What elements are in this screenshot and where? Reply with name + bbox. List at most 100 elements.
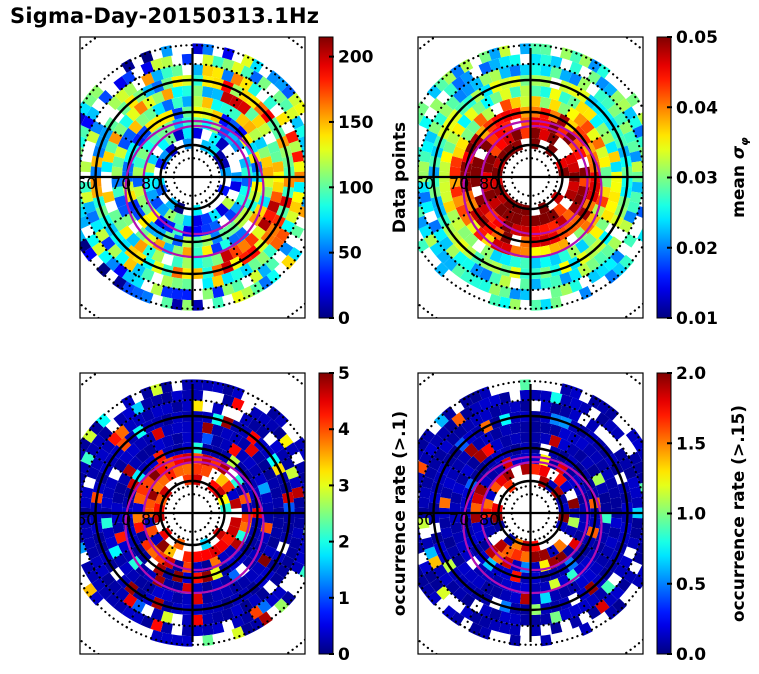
heatmap-cell — [625, 428, 641, 444]
auroral-oval-outer — [124, 455, 265, 595]
heatmap-cell — [463, 232, 479, 248]
colorbar-tick-label: 200 — [338, 48, 374, 68]
heatmap-cell — [220, 249, 234, 264]
heatmap-cell — [217, 493, 231, 506]
heatmap-cell — [181, 635, 193, 647]
heatmap-cell — [201, 96, 214, 109]
heatmap-cell — [231, 290, 245, 304]
heatmap-cell — [549, 66, 563, 80]
heatmap-cell — [530, 432, 542, 444]
latitude-label: 80 — [479, 174, 499, 193]
heatmap-cell — [257, 599, 272, 614]
heatmap-cells — [418, 43, 643, 311]
heatmap-cell — [440, 486, 453, 499]
heatmap-cell — [618, 456, 633, 471]
heatmap-cell — [484, 467, 499, 482]
heatmap-cell — [160, 274, 174, 288]
heatmap-cell — [235, 112, 250, 128]
heatmap-cell — [294, 124, 305, 139]
colorbar-label: occurrence rate (>.1) — [390, 411, 410, 616]
heatmap-cell — [242, 119, 257, 135]
heatmap-cell — [291, 150, 304, 163]
heatmap-cell — [519, 96, 531, 108]
heatmap-cell — [143, 517, 156, 529]
heatmap-cell — [555, 550, 570, 565]
heatmap-cell — [519, 432, 531, 444]
heatmap-cell — [468, 610, 483, 625]
heatmap-cell — [114, 250, 130, 266]
heatmap-cell — [553, 473, 568, 487]
heatmap-cell — [257, 122, 272, 137]
heatmap-cell — [632, 460, 643, 475]
heatmap-cell — [181, 400, 193, 412]
heatmap-cell — [434, 262, 449, 278]
heatmap-cell — [579, 166, 591, 177]
heatmap-cell — [211, 610, 225, 624]
colorbar-tick-label: 5 — [338, 364, 350, 384]
heatmap-cell — [140, 61, 154, 75]
colorbar-tick-label: 0.05 — [676, 28, 718, 48]
heatmap-cell — [520, 127, 531, 139]
heatmap-cell — [140, 408, 155, 423]
heatmap-cell — [575, 100, 590, 115]
heatmap-cell — [519, 582, 531, 594]
heatmap-cell — [600, 209, 615, 223]
heatmap-cell — [450, 64, 465, 79]
heatmap-cell — [558, 249, 572, 264]
heatmap-cell — [83, 201, 97, 214]
heatmap-cell — [471, 575, 486, 590]
plot-area: 60 70 80 — [418, 373, 643, 654]
heatmap-cell — [135, 112, 150, 128]
heatmap-cell — [299, 565, 305, 578]
heatmap-cell — [111, 513, 123, 524]
heatmap-cell — [509, 54, 521, 67]
heatmap-cell — [579, 513, 591, 524]
heatmap-cell — [125, 106, 141, 122]
heatmap-cell — [140, 397, 154, 411]
heatmap-cell — [281, 254, 297, 270]
dotted-meridian — [80, 525, 170, 580]
heatmap-cell — [591, 472, 606, 487]
plot-area: 60 70 80 — [80, 37, 305, 318]
heatmap-cell — [107, 431, 123, 447]
heatmap-cell — [304, 181, 305, 187]
heatmap-cell — [182, 463, 193, 475]
heatmap-cell — [215, 203, 230, 217]
heatmap-cell — [114, 424, 130, 440]
heatmap-cell — [217, 157, 231, 170]
heatmap-cell — [568, 201, 583, 216]
heatmap-cell — [275, 111, 291, 126]
heatmap-cell — [211, 423, 224, 437]
heatmap-cell — [519, 593, 531, 605]
heatmap-cell — [555, 214, 570, 229]
heatmap-cell — [418, 542, 425, 554]
heatmap-cell — [567, 497, 580, 509]
heatmap-cell — [262, 177, 274, 188]
heatmap-cell — [202, 623, 214, 636]
heatmap-cell — [566, 431, 581, 446]
heatmap-cell — [440, 150, 453, 163]
heatmap-cell — [274, 598, 289, 614]
heatmap-cell — [128, 455, 143, 471]
heatmap-cell — [181, 582, 193, 594]
heatmap-cell — [530, 43, 542, 55]
heatmap-cell — [549, 87, 562, 101]
heatmap-cell — [212, 296, 225, 309]
heatmap-cell — [140, 615, 154, 629]
heatmap-cell — [160, 285, 173, 299]
heatmap-cell — [509, 613, 521, 626]
heatmap-cell — [421, 201, 435, 214]
heatmap-cell — [596, 400, 611, 415]
heatmap-cell — [244, 232, 260, 248]
polar-panel-bottom-left: 60 70 80 0 1 2 3 4 5 occurrence rate (>.1) — [79, 364, 410, 665]
heatmap-cell — [573, 112, 588, 128]
heatmap-cell — [550, 391, 563, 405]
heatmap-cell — [499, 578, 513, 592]
heatmap-cell — [470, 513, 482, 524]
heatmap-cell — [637, 229, 643, 242]
heatmap-cell — [492, 520, 506, 533]
heatmap-cell — [509, 634, 521, 647]
heatmap-cell — [230, 72, 245, 87]
heatmap-cell — [231, 397, 245, 411]
heatmap-cell — [530, 421, 542, 433]
